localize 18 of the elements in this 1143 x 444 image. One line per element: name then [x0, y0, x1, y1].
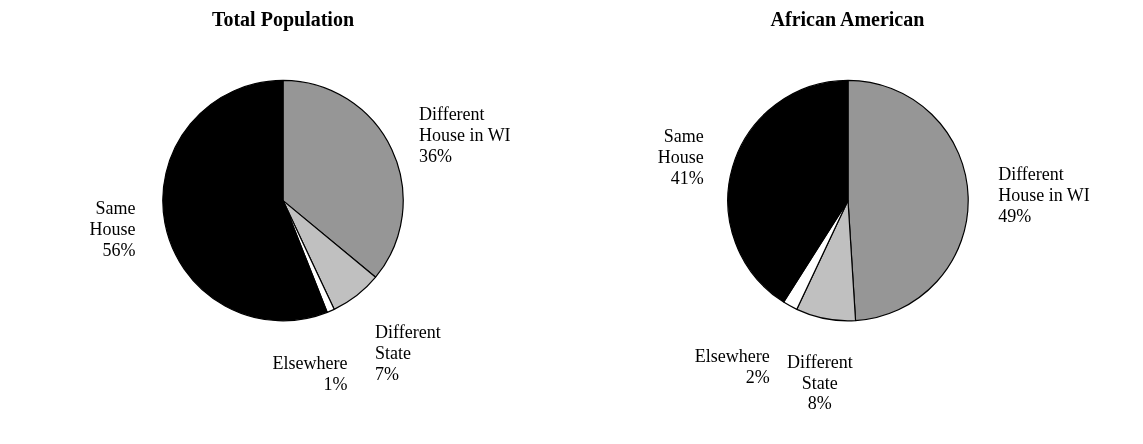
data-label: 56%	[102, 239, 136, 260]
data-label: 49%	[998, 206, 1032, 227]
data-label: 41%	[670, 168, 704, 189]
data-label: 7%	[375, 363, 400, 384]
data-label: 1%	[323, 373, 348, 394]
data-label: 36%	[418, 145, 452, 166]
slice-label: Different State	[787, 351, 853, 393]
slice-label: Different State	[375, 322, 441, 364]
chart-title: Total Population	[211, 7, 355, 31]
slice-label: Elsewhere	[694, 346, 770, 367]
slice-label: Different House in WI	[418, 103, 511, 145]
chart-title: African American	[770, 7, 925, 30]
slice-label: Elsewhere	[272, 353, 348, 374]
data-label: 8%	[807, 393, 832, 414]
data-label: 2%	[745, 367, 770, 388]
slice-label: Different House in WI	[998, 164, 1090, 206]
slice-label: Same House	[89, 198, 136, 239]
slice-label: Same House	[657, 126, 704, 168]
